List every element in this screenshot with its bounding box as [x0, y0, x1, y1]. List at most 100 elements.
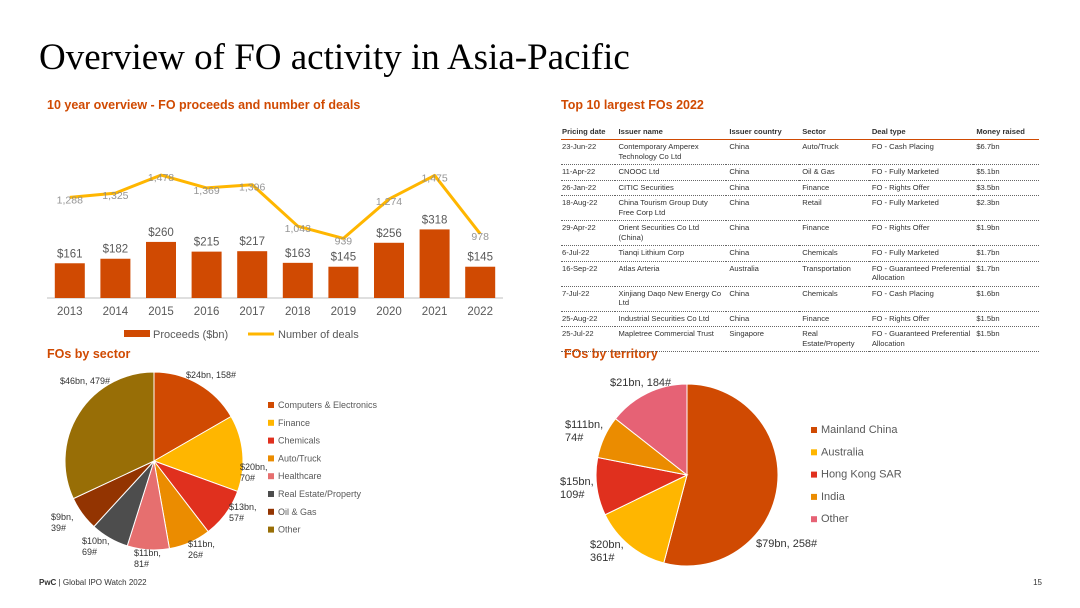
territory-legend-swatch-2	[811, 471, 817, 478]
table-cell: Industrial Securities Co Ltd	[615, 311, 727, 327]
footer-text: Global IPO Watch 2022	[62, 578, 147, 587]
territory-slice-label-2: $15bn, 109#	[560, 476, 594, 501]
table-cell: 26-Jan-22	[561, 180, 616, 196]
table-row: 29-Apr-22 Orient Securities Co Ltd (China…	[561, 220, 1039, 246]
table-cell: FO - Cash Placing	[868, 139, 974, 165]
bar-label-2022: $145	[467, 252, 493, 264]
sector-slice-label-part: 57#	[229, 513, 244, 523]
deals-label-2020: 1,274	[376, 196, 402, 208]
table-row: 16-Sep-22 Atlas Arteria Australia Transport…	[561, 261, 1039, 287]
sector-slice-0	[153, 371, 232, 462]
top10-fo-table: Pricing date Issuer name Issuer country Sec…	[561, 125, 1039, 352]
bar-label-2021: $318	[422, 214, 448, 226]
table-cell: Chemicals	[799, 286, 869, 312]
bar-proceeds-2014	[100, 258, 131, 298]
sector-slice-label-part: $24bn, 158#	[186, 370, 236, 380]
deals-label-2022: 978	[471, 231, 489, 243]
sector-slice-label-1: $20bn, 70#	[240, 462, 268, 483]
x-tick-label-2019: 2019	[331, 306, 357, 318]
sector-legend-label-6: Oil & Gas	[278, 507, 317, 517]
x-tick-label-2015: 2015	[148, 306, 174, 318]
x-tick-label-2013: 2013	[57, 306, 83, 318]
top10-table-heading: Top 10 largest FOs 2022	[561, 98, 704, 112]
sector-slice-label-part: $10bn,	[82, 536, 110, 546]
table-cell: 25-Aug-22	[561, 311, 616, 327]
territory-slice-label-1: $20bn, 361#	[590, 539, 624, 564]
deals-label-2014: 1,325	[102, 190, 128, 202]
bar-proceeds-2019	[328, 266, 359, 298]
table-cell: FO - Fully Marketed	[868, 245, 974, 262]
table-cell: FO - Cash Placing	[868, 286, 974, 312]
bar-label-2016: $215	[194, 237, 220, 249]
legend-label-proceeds: Proceeds ($bn)	[153, 329, 228, 341]
territory-legend-swatch-0	[811, 427, 817, 433]
sector-legend-swatch-6	[268, 508, 274, 515]
territory-slice-label-part: $79bn, 258#	[756, 538, 818, 550]
table-cell: FO - Fully Marketed	[868, 164, 974, 181]
territory-legend-label-4: Other	[821, 513, 849, 525]
table-cell: China	[726, 220, 800, 246]
territory-slice-label-4: $21bn, 184#	[610, 377, 672, 389]
table-cell: Australia	[726, 261, 800, 287]
x-tick-label-2017: 2017	[239, 306, 265, 318]
bar-label-2019: $145	[331, 252, 357, 264]
x-tick-label-2016: 2016	[194, 306, 220, 318]
bar-label-2015: $260	[148, 227, 174, 239]
table-cell: 11-Apr-22	[561, 164, 616, 181]
deals-label-2013: 1,288	[57, 194, 83, 206]
bar-proceeds-2020	[374, 242, 404, 298]
table-cell: Orient Securities Co Ltd (China)	[615, 220, 727, 246]
table-cell: $1.7bn	[973, 261, 1039, 287]
x-tick-label-2020: 2020	[376, 306, 402, 318]
table-row: 23-Jun-22 Contemporary Amperex Technology…	[561, 139, 1039, 165]
table-cell: Finance	[799, 180, 869, 196]
table-cell: China	[726, 311, 800, 327]
bar-proceeds-2015	[146, 241, 176, 298]
table-cell: FO - Rights Offer	[868, 311, 974, 327]
sector-slice-label-3: $11bn, 26#	[188, 539, 215, 560]
table-cell: FO - Guaranteed Preferential Allocation	[868, 261, 974, 287]
territory-slice-label-part: $15bn,	[560, 476, 594, 488]
legend-label-deals: Number of deals	[278, 329, 359, 341]
table-row: 18-Aug-22 China Tourism Group Duty Free C…	[561, 195, 1039, 221]
territory-slice-1	[604, 474, 688, 564]
sector-legend-label-1: Finance	[278, 418, 310, 428]
table-cell: China Tourism Group Duty Free Corp Ltd	[615, 195, 727, 221]
sector-slice-label-part: 39#	[51, 523, 66, 533]
sector-slice-label-7: $46bn, 479#	[60, 376, 110, 386]
table-cell: China	[726, 139, 800, 165]
bar-label-2018: $163	[285, 248, 311, 260]
table-cell: China	[726, 195, 800, 221]
sector-chart-heading: FOs by sector	[47, 347, 131, 361]
sector-slice-label-part: $9bn,	[51, 512, 74, 522]
table-cell: Oil & Gas	[799, 164, 869, 181]
sector-legend-swatch-2	[268, 437, 274, 444]
sector-slice-label-part: $20bn,	[240, 462, 268, 472]
fo-by-territory-pie-chart: $79bn, 258# $20bn, 361# $15bn, 109# $111bn, 74…	[560, 377, 902, 567]
table-cell: FO - Rights Offer	[868, 180, 974, 196]
sector-slice-label-part: $13bn,	[229, 502, 257, 512]
table-cell: China	[726, 286, 800, 312]
table-cell: China	[726, 180, 800, 196]
table-cell: CNOOC Ltd	[615, 164, 727, 181]
table-row: 6-Jul-22 Tianqi Lithium Corp China Chemical…	[561, 245, 1039, 262]
table-row: 7-Jul-22 Xinjiang Daqo New Energy Co Ltd C…	[561, 286, 1039, 312]
sector-slice-label-part: $46bn, 479#	[60, 376, 110, 386]
table-cell: 25-Jul-22	[561, 326, 616, 352]
table-cell: $5.1bn	[973, 164, 1039, 181]
line-number-of-deals	[69, 173, 482, 240]
sector-legend-swatch-0	[268, 402, 274, 408]
sector-legend-swatch-7	[268, 526, 274, 533]
table-cell: 6-Jul-22	[561, 245, 616, 262]
table-header-2: Issuer country	[726, 125, 800, 140]
sector-slice-label-part: $11bn,	[134, 548, 161, 558]
table-cell: 7-Jul-22	[561, 286, 616, 312]
footer: PwC | Global IPO Watch 2022	[39, 578, 147, 587]
territory-legend-swatch-3	[811, 493, 817, 500]
table-cell: $1.6bn	[973, 286, 1039, 312]
sector-slice-label-6: $9bn, 39#	[51, 512, 74, 533]
table-cell: Singapore	[726, 326, 800, 352]
deals-label-2017: 1,396	[239, 182, 265, 194]
table-cell: $1.7bn	[973, 245, 1039, 262]
deals-label-2016: 1,369	[193, 185, 219, 197]
